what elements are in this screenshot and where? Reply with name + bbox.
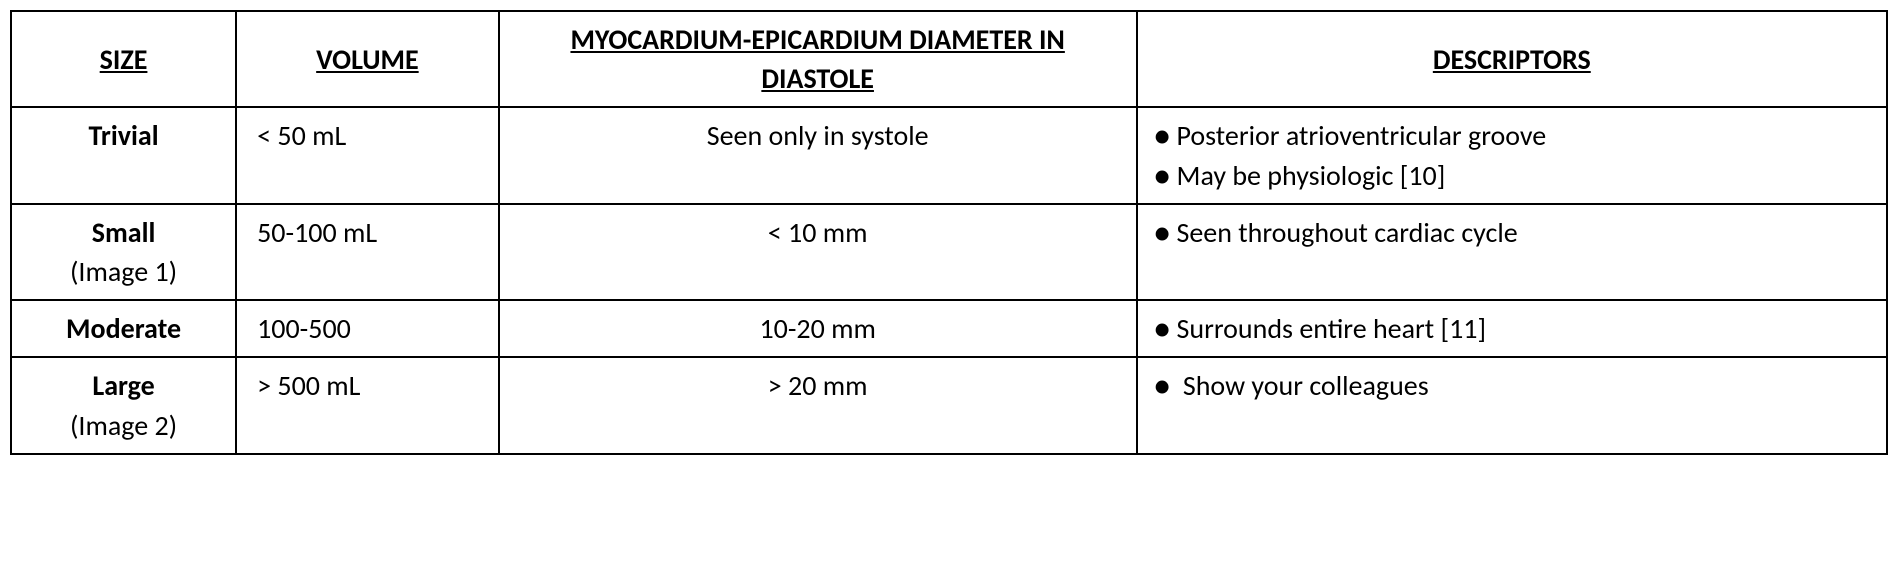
bullet-icon: ● [1154,366,1171,405]
image-reference: (Image 2) [28,406,219,445]
size-cell: Small(Image 1) [11,204,236,300]
volume-cell: > 500 mL [236,357,499,453]
diameter-cell: Seen only in systole [499,107,1137,203]
table-body: Trivial< 50 mLSeen only in systole●Poste… [11,107,1887,453]
header-size: SIZE [11,11,236,107]
diameter-cell: > 20 mm [499,357,1137,453]
header-descriptors: DESCRIPTORS [1137,11,1887,107]
bullet-icon: ● [1154,156,1171,195]
table-header-row: SIZE VOLUME MYOCARDIUM-EPICARDIUM DIAMET… [11,11,1887,107]
size-label: Large [28,366,219,405]
descriptor-text: Posterior atrioventricular groove [1177,118,1547,153]
descriptors-cell: ●Seen throughout cardiac cycle [1137,204,1887,300]
diameter-cell: 10-20 mm [499,300,1137,357]
volume-cell: 50-100 mL [236,204,499,300]
size-cell: Moderate [11,300,236,357]
header-volume: VOLUME [236,11,499,107]
header-diameter: MYOCARDIUM-EPICARDIUM DIAMETER IN DIASTO… [499,11,1137,107]
descriptor-text: Seen throughout cardiac cycle [1177,215,1518,250]
volume-cell: 100-500 [236,300,499,357]
descriptor-text: May be physiologic [10] [1177,158,1446,193]
pericardial-effusion-table: SIZE VOLUME MYOCARDIUM-EPICARDIUM DIAMET… [10,10,1888,455]
table-row: Large(Image 2)> 500 mL> 20 mm● Show your… [11,357,1887,453]
table-row: Small(Image 1)50-100 mL< 10 mm●Seen thro… [11,204,1887,300]
descriptors-cell: ● Show your colleagues [1137,357,1887,453]
volume-cell: < 50 mL [236,107,499,203]
descriptor-item: ● Show your colleagues [1154,366,1870,405]
image-reference: (Image 1) [28,252,219,291]
descriptor-text: Show your colleagues [1177,368,1429,403]
descriptors-cell: ●Surrounds entire heart [11] [1137,300,1887,357]
size-label: Small [28,213,219,252]
size-cell: Large(Image 2) [11,357,236,453]
size-cell: Trivial [11,107,236,203]
descriptor-item: ●Surrounds entire heart [11] [1154,309,1870,348]
descriptors-cell: ●Posterior atrioventricular groove●May b… [1137,107,1887,203]
descriptor-item: ●May be physiologic [10] [1154,156,1870,195]
bullet-icon: ● [1154,213,1171,252]
descriptor-item: ●Posterior atrioventricular groove [1154,116,1870,155]
descriptor-item: ●Seen throughout cardiac cycle [1154,213,1870,252]
descriptor-text: Surrounds entire heart [11] [1177,311,1487,346]
bullet-icon: ● [1154,116,1171,155]
size-label: Trivial [28,116,219,155]
size-label: Moderate [28,309,219,348]
table-row: Trivial< 50 mLSeen only in systole●Poste… [11,107,1887,203]
diameter-cell: < 10 mm [499,204,1137,300]
table-row: Moderate 100-50010-20 mm ●Surrounds entire… [11,300,1887,357]
bullet-icon: ● [1154,309,1171,348]
